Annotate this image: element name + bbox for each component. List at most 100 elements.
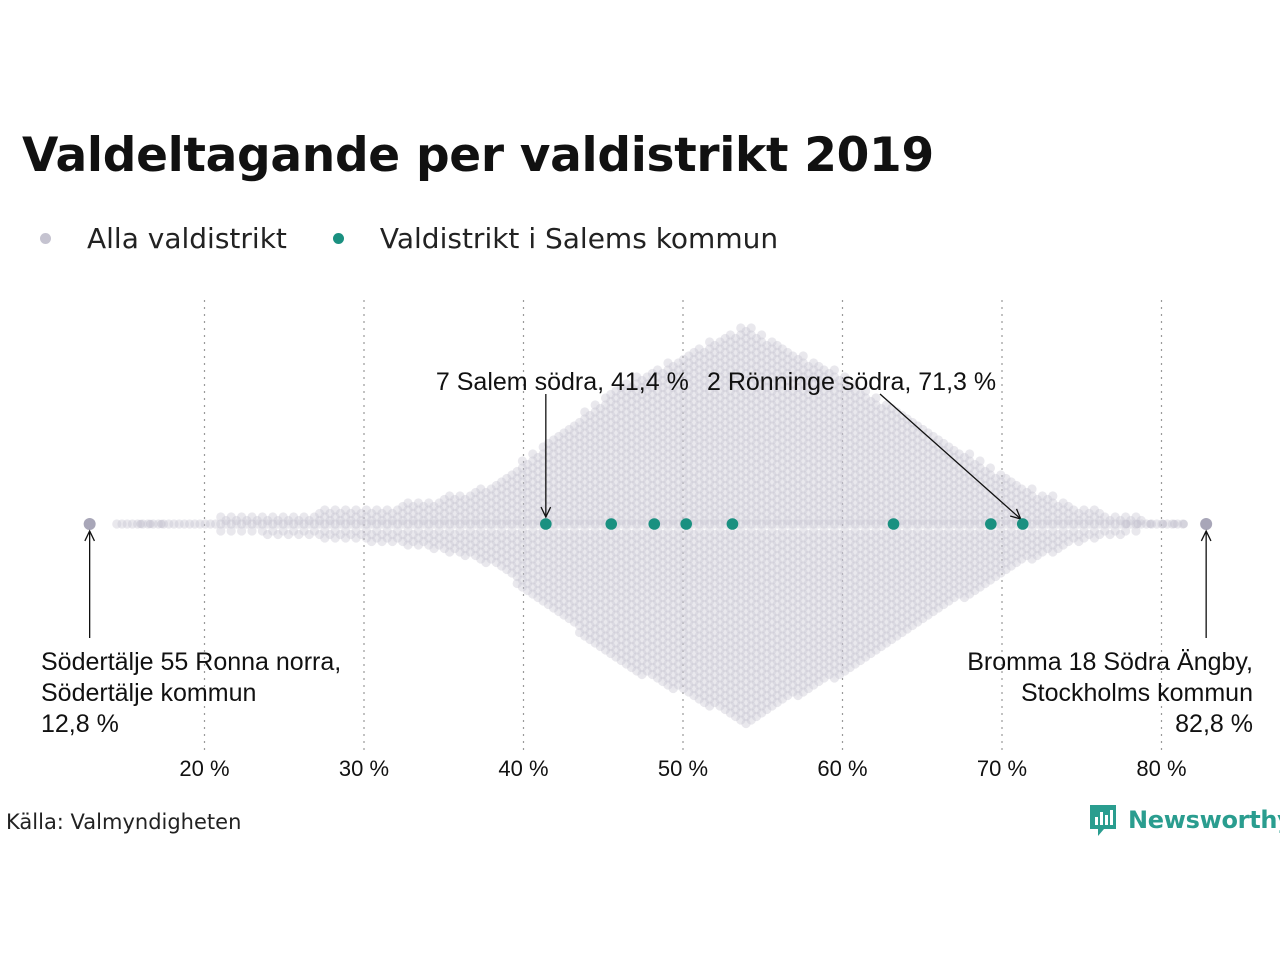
swarm-point <box>710 634 720 645</box>
label-salem-sodra: 7 Salem södra, 41,4 % <box>436 368 689 396</box>
swarm-point <box>663 533 673 543</box>
swarm-point <box>627 571 637 582</box>
swarm-point <box>684 624 694 634</box>
swarm-point <box>715 589 725 599</box>
swarm-point <box>663 582 673 592</box>
swarm-point <box>481 494 491 505</box>
swarm-point <box>632 617 642 627</box>
swarm-point <box>330 519 340 529</box>
swarm-point <box>569 575 580 585</box>
swarm-point <box>559 498 569 508</box>
swarm-point <box>585 599 595 610</box>
swarm-point <box>601 645 611 655</box>
swarm-point <box>471 519 481 529</box>
swarm-point <box>523 466 533 477</box>
swarm-point <box>486 498 496 508</box>
swarm-point <box>335 519 345 529</box>
swarm-point <box>320 533 330 543</box>
swarm-point <box>595 519 606 529</box>
swarm-point <box>278 519 288 529</box>
swarm-point <box>627 466 637 477</box>
swarm-point <box>627 473 637 484</box>
swarm-point <box>601 400 611 410</box>
swarm-point <box>710 431 720 442</box>
swarm-point <box>476 505 486 515</box>
swarm-point <box>559 512 569 522</box>
swarm-point <box>606 459 616 470</box>
swarm-point <box>647 403 658 414</box>
swarm-point <box>684 358 694 368</box>
swarm-point <box>606 641 616 652</box>
extreme-point-82.8 <box>1200 518 1213 530</box>
swarm-point <box>580 484 590 494</box>
swarm-point <box>663 575 673 585</box>
swarm-point <box>715 617 725 627</box>
swarm-point <box>554 585 564 596</box>
swarm-point <box>715 400 725 410</box>
swarm-point <box>627 452 637 463</box>
swarm-point <box>663 456 673 466</box>
swarm-point <box>689 417 699 428</box>
swarm-point <box>658 396 668 407</box>
swarm-point <box>679 368 689 379</box>
swarm-point <box>429 529 439 540</box>
swarm-point <box>731 445 741 456</box>
swarm-point <box>517 526 528 536</box>
swarm-point <box>564 606 574 617</box>
swarm-point <box>679 417 689 428</box>
swarm-point <box>523 557 533 568</box>
swarm-point <box>668 466 678 477</box>
swarm-point <box>590 589 600 599</box>
swarm-point <box>658 452 668 463</box>
swarm-point <box>668 494 678 505</box>
swarm-point <box>637 445 647 456</box>
swarm-point <box>595 452 606 463</box>
swarm-point <box>585 445 595 456</box>
swarm-point <box>658 578 668 589</box>
swarm-point <box>668 606 678 617</box>
swarm-point <box>575 529 585 540</box>
swarm-point <box>642 442 652 452</box>
swarm-point <box>549 519 559 529</box>
swarm-point <box>502 494 512 505</box>
swarm-point <box>533 487 543 498</box>
swarm-point <box>621 400 632 410</box>
swarm-point <box>715 484 725 494</box>
swarm-point <box>445 526 455 536</box>
swarm-point <box>564 515 574 526</box>
swarm-point <box>564 466 574 477</box>
swarm-point <box>684 414 694 424</box>
swarm-point <box>653 554 663 564</box>
swarm-point <box>689 620 699 631</box>
swarm-point <box>725 463 736 473</box>
swarm-point <box>689 382 699 393</box>
swarm-point <box>616 578 626 589</box>
swarm-point <box>621 484 632 494</box>
swarm-point <box>705 435 715 445</box>
swarm-point <box>653 484 663 494</box>
swarm-point <box>632 449 642 459</box>
swarm-point <box>673 547 684 557</box>
swarm-point <box>632 456 642 466</box>
swarm-point <box>632 582 642 592</box>
swarm-point <box>699 347 710 358</box>
swarm-point <box>523 536 533 547</box>
swarm-point <box>658 375 668 386</box>
swarm-point <box>642 435 652 445</box>
swarm-point <box>715 561 725 571</box>
swarm-point <box>585 515 595 526</box>
swarm-point <box>653 610 663 620</box>
swarm-point <box>637 410 647 421</box>
swarm-point <box>647 634 658 645</box>
swarm-point <box>699 634 710 645</box>
swarm-point <box>668 487 678 498</box>
swarm-point <box>673 568 684 578</box>
swarm-point <box>725 393 736 403</box>
swarm-point <box>741 501 751 512</box>
swarm-point <box>663 358 673 368</box>
swarm-point <box>647 620 658 631</box>
swarm-point <box>653 428 663 438</box>
swarm-point <box>627 634 637 645</box>
swarm-point <box>663 659 673 669</box>
swarm-point <box>673 526 684 536</box>
